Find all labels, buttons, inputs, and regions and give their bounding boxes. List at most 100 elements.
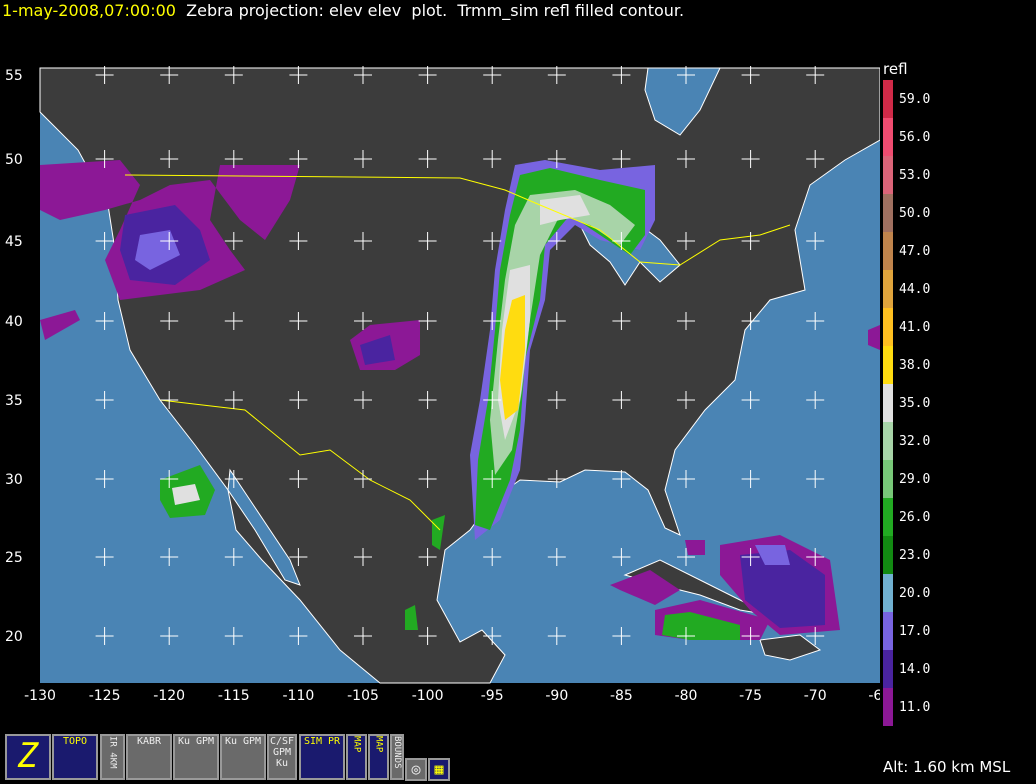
- toolbar-button-bounds[interactable]: BOUNDS: [390, 734, 404, 780]
- toolbar-button-ir[interactable]: IR 4KM: [100, 734, 125, 780]
- plot-description: Zebra projection: elev elev plot. Trmm_s…: [175, 1, 685, 20]
- grid-cross: [289, 150, 308, 168]
- lon-label: -80: [675, 688, 698, 704]
- colorbar-label: 17.0: [899, 624, 931, 639]
- grid-cross: [418, 312, 437, 330]
- grid-cross: [160, 470, 179, 488]
- grid-cross: [741, 391, 760, 409]
- grid-cross: [677, 627, 695, 645]
- grid-cross: [95, 66, 114, 84]
- toolbar-button-zebra[interactable]: Z: [5, 734, 51, 780]
- grid-cross: [160, 548, 179, 566]
- grid-cross: [160, 312, 179, 330]
- radar-icon: KABR: [136, 736, 162, 747]
- colorbar-swatch: [883, 422, 893, 460]
- grid-cross: [354, 312, 372, 330]
- grid-cross: [612, 627, 631, 645]
- toolbar-button-gpm1[interactable]: Ku GPM: [173, 734, 219, 780]
- lon-label: -75: [739, 688, 762, 704]
- lon-label: -110: [283, 688, 315, 704]
- grid-cross: [483, 391, 502, 409]
- grid-cross: [418, 627, 437, 645]
- grid-cross: [677, 548, 695, 566]
- grid-cross: [612, 391, 631, 409]
- grid-cross: [677, 312, 695, 330]
- gpm-ku-icon: Ku GPM: [224, 736, 262, 747]
- colorbar-label: 38.0: [899, 358, 931, 373]
- colorbar-label: 53.0: [899, 168, 931, 183]
- colorbar-swatch: [883, 536, 893, 574]
- colorbar-label: 35.0: [899, 396, 931, 411]
- lon-label: -115: [218, 688, 250, 704]
- map-plot[interactable]: 55 50 45 40 35 30 25 20 -130 -125 -120 -115 -110 -10…: [0, 0, 880, 710]
- grid-cross: [289, 627, 308, 645]
- grid-cross: [418, 150, 437, 168]
- toolbar-button-map1[interactable]: MAP: [346, 734, 367, 780]
- us-border: [124, 174, 791, 266]
- toolbar-button-map2[interactable]: MAP: [368, 734, 389, 780]
- grid-cross: [289, 548, 308, 566]
- grid-cross: [547, 312, 566, 330]
- colorbar-swatch: [883, 346, 893, 384]
- grid-cross: [806, 312, 825, 330]
- lon-label: -130: [24, 688, 56, 704]
- colorbar-label: 44.0: [899, 282, 931, 297]
- colorbar-swatch: [883, 384, 893, 422]
- grid-cross: [95, 150, 114, 168]
- grid-cross: [741, 232, 760, 250]
- grid-cross: [224, 312, 243, 330]
- grid-cross: [224, 391, 243, 409]
- us-map-icon: MAP: [373, 736, 384, 753]
- colorbar-label: 20.0: [899, 586, 931, 601]
- toolbar-button-topo[interactable]: TOPO: [52, 734, 98, 780]
- grid-cross: [95, 627, 114, 645]
- grid-cross: [95, 312, 114, 330]
- grid-cross: [354, 66, 372, 84]
- gulf-of-california: [227, 468, 301, 586]
- grid-cross: [677, 232, 695, 250]
- grid-cross: [741, 312, 760, 330]
- grid-cross: [612, 66, 631, 84]
- grid-cross: [354, 391, 372, 409]
- grid-cross: [483, 312, 502, 330]
- colorbar-swatch: [883, 612, 893, 650]
- plot-title: 1-may-2008,07:00:00 Zebra projection: el…: [2, 1, 684, 20]
- grid-cross: [418, 391, 437, 409]
- colorbar-title: refl: [883, 60, 908, 78]
- lon-label: -120: [153, 688, 185, 704]
- lon-label: -125: [89, 688, 121, 704]
- grid-cross: [354, 627, 372, 645]
- toolbar-button-kabr[interactable]: KABR: [126, 734, 172, 780]
- grid-icon[interactable]: ▦: [428, 758, 450, 781]
- grid-cross: [741, 548, 760, 566]
- grid-cross: [547, 627, 566, 645]
- grid-cross: [547, 150, 566, 168]
- circle-target-icon[interactable]: ◎: [405, 758, 427, 781]
- toolbar-button-gpm2[interactable]: Ku GPM: [220, 734, 266, 780]
- grid-cross: [612, 312, 631, 330]
- altitude-readout: Alt: 1.60 km MSL: [883, 758, 1011, 776]
- grid-cross: [289, 66, 308, 84]
- grid-cross: [547, 232, 566, 250]
- lat-label: 45: [5, 234, 23, 250]
- grid-cross: [741, 627, 760, 645]
- lon-label: -95: [481, 688, 504, 704]
- grid-cross: [224, 232, 243, 250]
- colorbar-swatch: [883, 194, 893, 232]
- grid-cross: [354, 470, 372, 488]
- grid-cross: [483, 66, 502, 84]
- colorbar-swatch: [883, 460, 893, 498]
- colorbar-label: 26.0: [899, 510, 931, 525]
- csf-gpm-icon: C/SF GPM Ku: [269, 736, 295, 769]
- lat-label: 25: [5, 550, 23, 566]
- grid-cross: [289, 470, 308, 488]
- toolbar-button-sim[interactable]: SIM PR: [299, 734, 345, 780]
- grid-cross: [95, 548, 114, 566]
- toolbar-button-csf[interactable]: C/SF GPM Ku: [267, 734, 297, 780]
- grid-cross: [806, 66, 825, 84]
- grid-cross: [547, 470, 566, 488]
- grid-cross: [418, 470, 437, 488]
- lat-label: 55: [5, 68, 23, 84]
- lat-label: 20: [5, 629, 23, 645]
- colorbar-label: 32.0: [899, 434, 931, 449]
